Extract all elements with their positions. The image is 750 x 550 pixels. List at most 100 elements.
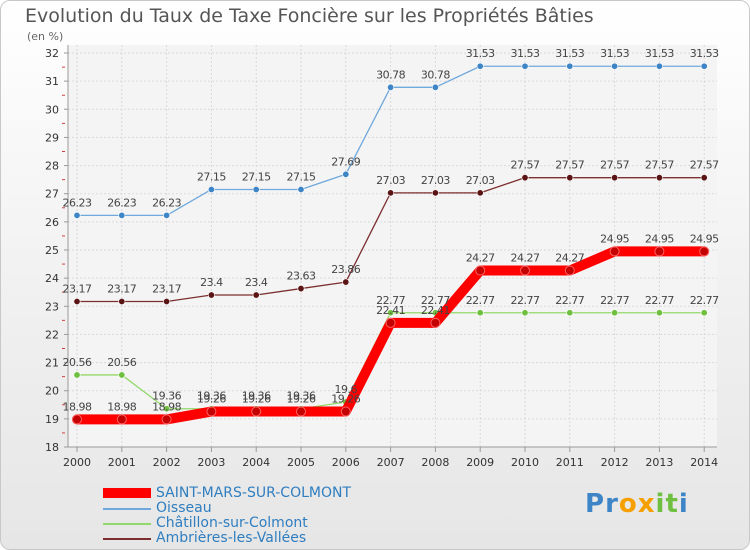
data-point bbox=[564, 265, 575, 276]
data-label: 22.77 bbox=[690, 294, 719, 307]
x-tick-label: 2002 bbox=[153, 456, 181, 469]
data-label: 24.95 bbox=[690, 232, 719, 245]
data-label: 19.36 bbox=[242, 390, 271, 403]
data-label: 26.23 bbox=[107, 196, 136, 209]
data-label: 19.26 bbox=[242, 393, 271, 406]
data-point bbox=[342, 170, 350, 178]
data-point bbox=[655, 62, 663, 70]
data-point bbox=[475, 265, 486, 276]
data-label: 23.4 bbox=[200, 276, 223, 289]
data-point bbox=[611, 62, 619, 70]
data-label: 19.36 bbox=[287, 390, 316, 403]
logo-letter: o bbox=[618, 489, 638, 519]
data-label: 27.15 bbox=[197, 170, 226, 183]
data-point bbox=[700, 62, 708, 70]
data-point bbox=[252, 185, 260, 193]
data-point bbox=[73, 211, 81, 219]
data-label: 23.17 bbox=[107, 283, 136, 296]
data-label: 31.53 bbox=[555, 47, 584, 60]
x-tick-label: 2006 bbox=[332, 456, 360, 469]
data-point bbox=[566, 309, 574, 317]
data-point bbox=[700, 309, 708, 317]
data-label: 23.17 bbox=[63, 283, 92, 296]
x-tick-label: 2001 bbox=[108, 456, 136, 469]
data-label: 30.78 bbox=[421, 68, 450, 81]
data-label: 19.26 bbox=[331, 393, 360, 406]
data-label: 27.03 bbox=[376, 174, 405, 187]
data-point bbox=[207, 185, 215, 193]
data-label: 27.57 bbox=[690, 159, 719, 172]
data-label: 22.77 bbox=[466, 294, 495, 307]
y-tick-label: 22 bbox=[45, 328, 59, 341]
x-tick-label: 2013 bbox=[645, 456, 673, 469]
data-point bbox=[654, 246, 665, 257]
data-point bbox=[163, 298, 171, 306]
data-label: 27.15 bbox=[287, 170, 316, 183]
data-point bbox=[431, 83, 439, 91]
data-label: 27.57 bbox=[600, 159, 629, 172]
x-tick-label: 2011 bbox=[556, 456, 584, 469]
data-label: 24.95 bbox=[600, 232, 629, 245]
data-point bbox=[161, 414, 172, 425]
data-point bbox=[342, 278, 350, 286]
y-tick-label: 23 bbox=[45, 300, 59, 313]
y-tick-label: 32 bbox=[45, 47, 59, 60]
x-tick-label: 2009 bbox=[466, 456, 494, 469]
data-point bbox=[699, 246, 710, 257]
y-tick-label: 27 bbox=[45, 188, 59, 201]
x-tick-label: 2000 bbox=[63, 456, 91, 469]
data-point bbox=[521, 309, 529, 317]
data-point bbox=[340, 406, 351, 417]
plot-area bbox=[68, 45, 717, 447]
data-point bbox=[163, 211, 171, 219]
data-point bbox=[73, 371, 81, 379]
data-label: 22.77 bbox=[600, 294, 629, 307]
data-label: 27.69 bbox=[331, 155, 360, 168]
data-point bbox=[566, 174, 574, 182]
data-label: 31.53 bbox=[645, 47, 674, 60]
data-label: 19.36 bbox=[197, 390, 226, 403]
y-tick-label: 25 bbox=[45, 244, 59, 257]
data-label: 19.6 bbox=[335, 383, 358, 396]
data-label: 27.15 bbox=[242, 170, 271, 183]
y-tick-label: 19 bbox=[45, 413, 59, 426]
y-tick-label: 30 bbox=[45, 103, 59, 116]
data-label: 19.26 bbox=[197, 393, 226, 406]
data-label: 26.23 bbox=[63, 196, 92, 209]
data-label: 31.53 bbox=[690, 47, 719, 60]
x-tick-label: 2003 bbox=[197, 456, 225, 469]
data-label: 27.03 bbox=[466, 174, 495, 187]
data-label: 23.4 bbox=[245, 276, 268, 289]
data-point bbox=[207, 291, 215, 299]
y-tick-label: 24 bbox=[45, 272, 59, 285]
data-label: 22.77 bbox=[421, 294, 450, 307]
logo-letter: r bbox=[605, 489, 619, 519]
data-point bbox=[118, 371, 126, 379]
data-label: 22.77 bbox=[376, 294, 405, 307]
x-tick-label: 2007 bbox=[377, 456, 405, 469]
data-label: 23.63 bbox=[287, 270, 316, 283]
data-point bbox=[566, 62, 574, 70]
data-point bbox=[476, 309, 484, 317]
data-point bbox=[431, 189, 439, 197]
data-point bbox=[609, 246, 620, 257]
data-label: 24.95 bbox=[645, 232, 674, 245]
logo-letter: P bbox=[585, 489, 606, 519]
data-label: 30.78 bbox=[376, 68, 405, 81]
data-point bbox=[655, 309, 663, 317]
proxiti-logo: Proxiti bbox=[585, 489, 689, 519]
data-label: 31.53 bbox=[511, 47, 540, 60]
data-point bbox=[73, 298, 81, 306]
data-point bbox=[430, 317, 441, 328]
data-label: 24.27 bbox=[466, 252, 495, 265]
data-point bbox=[476, 189, 484, 197]
data-point bbox=[118, 298, 126, 306]
y-tick-label: 20 bbox=[45, 385, 59, 398]
data-label: 20.56 bbox=[63, 356, 92, 369]
data-point bbox=[297, 285, 305, 293]
data-label: 18.98 bbox=[107, 400, 136, 413]
data-point bbox=[521, 174, 529, 182]
data-label: 22.77 bbox=[645, 294, 674, 307]
